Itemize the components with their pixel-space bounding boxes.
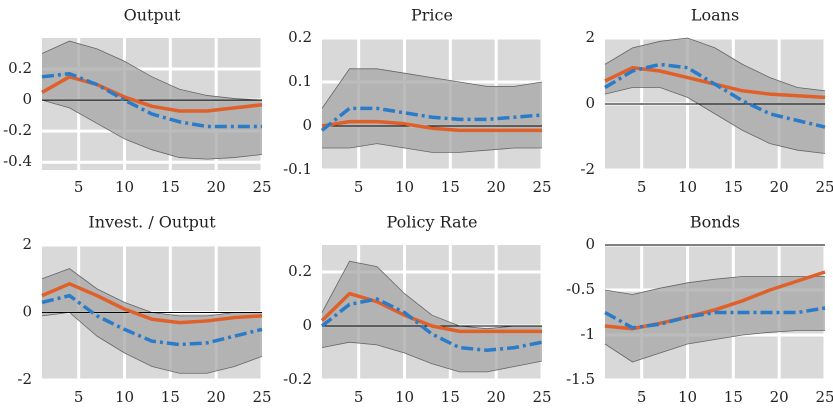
line xyxy=(320,106,543,132)
confidence-band xyxy=(605,276,825,362)
y-tick-label: 0 xyxy=(22,90,32,108)
x-tick-label: 5 xyxy=(74,178,84,196)
y-tick-label: 0 xyxy=(22,303,32,321)
x-tick-label: 10 xyxy=(678,388,697,406)
band-edge xyxy=(321,68,543,109)
x-tick-label: 25 xyxy=(532,388,551,406)
band-edge xyxy=(604,37,826,92)
x-tick-label: 10 xyxy=(678,178,697,196)
x-tick-label: 25 xyxy=(532,178,551,196)
y-tick-label: 0.2 xyxy=(288,262,312,280)
x-tick-label: 20 xyxy=(487,178,506,196)
y-tick-label: 0 xyxy=(302,316,312,334)
line xyxy=(604,62,826,129)
x-tick-label: 5 xyxy=(637,388,647,406)
confidence-band xyxy=(605,38,825,154)
line xyxy=(41,293,263,347)
band-edge xyxy=(41,312,263,374)
line xyxy=(41,282,263,325)
x-tick-label: 25 xyxy=(252,388,271,406)
x-tick-label: 25 xyxy=(252,178,271,196)
panel-title: Loans xyxy=(691,6,739,25)
x-tick-label: 25 xyxy=(815,178,833,196)
x-tick-label: 25 xyxy=(815,388,833,406)
x-tick-label: 5 xyxy=(74,388,84,406)
y-tick-label: -0.2 xyxy=(3,121,32,139)
x-tick-label: 10 xyxy=(115,388,134,406)
x-tick-label: 5 xyxy=(354,178,364,196)
band-edge xyxy=(322,143,542,153)
y-tick-label: 0 xyxy=(585,94,595,112)
x-tick-label: 5 xyxy=(637,178,647,196)
band-edge xyxy=(604,330,825,363)
y-tick-label: 0.2 xyxy=(8,59,32,77)
panel-title: Bonds xyxy=(690,213,740,232)
x-tick-label: 5 xyxy=(354,388,364,406)
panel-title: Output xyxy=(124,6,181,25)
line xyxy=(321,119,542,133)
x-tick-label: 20 xyxy=(207,178,226,196)
line xyxy=(41,75,263,113)
y-tick-label: -0.2 xyxy=(283,370,312,388)
y-tick-label: 0.1 xyxy=(288,72,312,90)
line xyxy=(604,306,826,330)
x-tick-label: 10 xyxy=(115,178,134,196)
x-tick-label: 15 xyxy=(441,178,460,196)
x-tick-label: 10 xyxy=(395,178,414,196)
y-tick-label: 0 xyxy=(302,116,312,134)
y-tick-label: 2 xyxy=(585,28,595,46)
y-tick-label: -0.1 xyxy=(283,160,312,178)
band-edge xyxy=(41,40,263,101)
x-tick-label: 20 xyxy=(207,388,226,406)
confidence-band xyxy=(322,261,542,372)
y-tick-label: 0.2 xyxy=(288,28,312,46)
line xyxy=(41,71,262,129)
band-edge xyxy=(604,87,826,154)
x-tick-label: 20 xyxy=(770,178,789,196)
y-tick-label: -0.5 xyxy=(566,280,595,298)
x-tick-label: 15 xyxy=(441,388,460,406)
x-tick-label: 10 xyxy=(395,388,414,406)
band-edge xyxy=(41,99,263,160)
band-edge xyxy=(321,341,543,373)
y-tick-label: -0.4 xyxy=(3,152,32,170)
x-tick-label: 15 xyxy=(161,388,180,406)
y-tick-label: -1 xyxy=(580,325,595,343)
band-edge xyxy=(321,260,542,330)
x-tick-label: 20 xyxy=(487,388,506,406)
y-tick-label: 2 xyxy=(22,235,32,253)
y-tick-label: -2 xyxy=(580,160,595,178)
panel-title: Invest. / Output xyxy=(88,213,216,232)
x-tick-label: 15 xyxy=(724,178,743,196)
panel-title: Price xyxy=(411,6,453,25)
x-tick-label: 20 xyxy=(770,388,789,406)
x-tick-label: 15 xyxy=(161,178,180,196)
band-edge xyxy=(604,276,825,295)
y-tick-label: -2 xyxy=(17,370,32,388)
panel-title: Policy Rate xyxy=(387,213,478,232)
line xyxy=(320,291,542,334)
y-tick-label: -1.5 xyxy=(566,370,595,388)
x-tick-label: 15 xyxy=(724,388,743,406)
y-tick-label: 0 xyxy=(585,235,595,253)
